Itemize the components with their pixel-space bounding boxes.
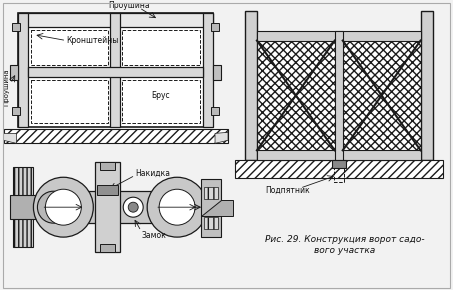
- Polygon shape: [4, 129, 228, 143]
- Polygon shape: [257, 30, 420, 150]
- Polygon shape: [213, 64, 221, 80]
- Circle shape: [128, 202, 138, 212]
- Polygon shape: [204, 187, 218, 199]
- Text: Проушина: Проушина: [109, 1, 150, 10]
- Polygon shape: [201, 179, 221, 237]
- Circle shape: [34, 177, 93, 237]
- Text: Накидка: Накидка: [135, 169, 170, 178]
- Polygon shape: [257, 30, 420, 41]
- Polygon shape: [420, 11, 433, 160]
- Polygon shape: [95, 162, 120, 252]
- Polygon shape: [29, 68, 203, 77]
- Polygon shape: [19, 13, 213, 127]
- Polygon shape: [13, 107, 20, 115]
- Polygon shape: [97, 185, 118, 195]
- Polygon shape: [4, 133, 16, 143]
- Polygon shape: [19, 13, 213, 27]
- Circle shape: [123, 197, 143, 217]
- Polygon shape: [13, 23, 20, 30]
- Polygon shape: [53, 191, 190, 223]
- Circle shape: [147, 177, 207, 237]
- Polygon shape: [235, 160, 443, 178]
- Polygon shape: [10, 64, 19, 80]
- Polygon shape: [211, 23, 219, 30]
- Polygon shape: [257, 150, 420, 160]
- Text: Подпятник: Подпятник: [265, 186, 310, 195]
- Polygon shape: [245, 11, 257, 160]
- Circle shape: [159, 189, 195, 225]
- Text: Проушина: Проушина: [4, 68, 10, 106]
- Text: Рис. 29. Конструкция ворот садо-
вого участка: Рис. 29. Конструкция ворот садо- вого уч…: [265, 235, 424, 255]
- Polygon shape: [19, 13, 29, 127]
- Polygon shape: [215, 132, 228, 143]
- Polygon shape: [110, 13, 120, 127]
- Polygon shape: [10, 195, 36, 219]
- Circle shape: [38, 191, 69, 223]
- Text: Замок: Замок: [141, 231, 166, 240]
- Text: Брус: Брус: [151, 91, 170, 100]
- Polygon shape: [14, 167, 34, 247]
- Polygon shape: [204, 217, 218, 229]
- Polygon shape: [203, 13, 213, 127]
- Polygon shape: [335, 30, 343, 160]
- Polygon shape: [100, 162, 115, 170]
- Text: Кронштейны: Кронштейны: [66, 36, 119, 45]
- Polygon shape: [201, 200, 233, 216]
- Polygon shape: [332, 160, 346, 168]
- Circle shape: [45, 189, 82, 225]
- Polygon shape: [211, 107, 219, 115]
- Polygon shape: [100, 244, 115, 252]
